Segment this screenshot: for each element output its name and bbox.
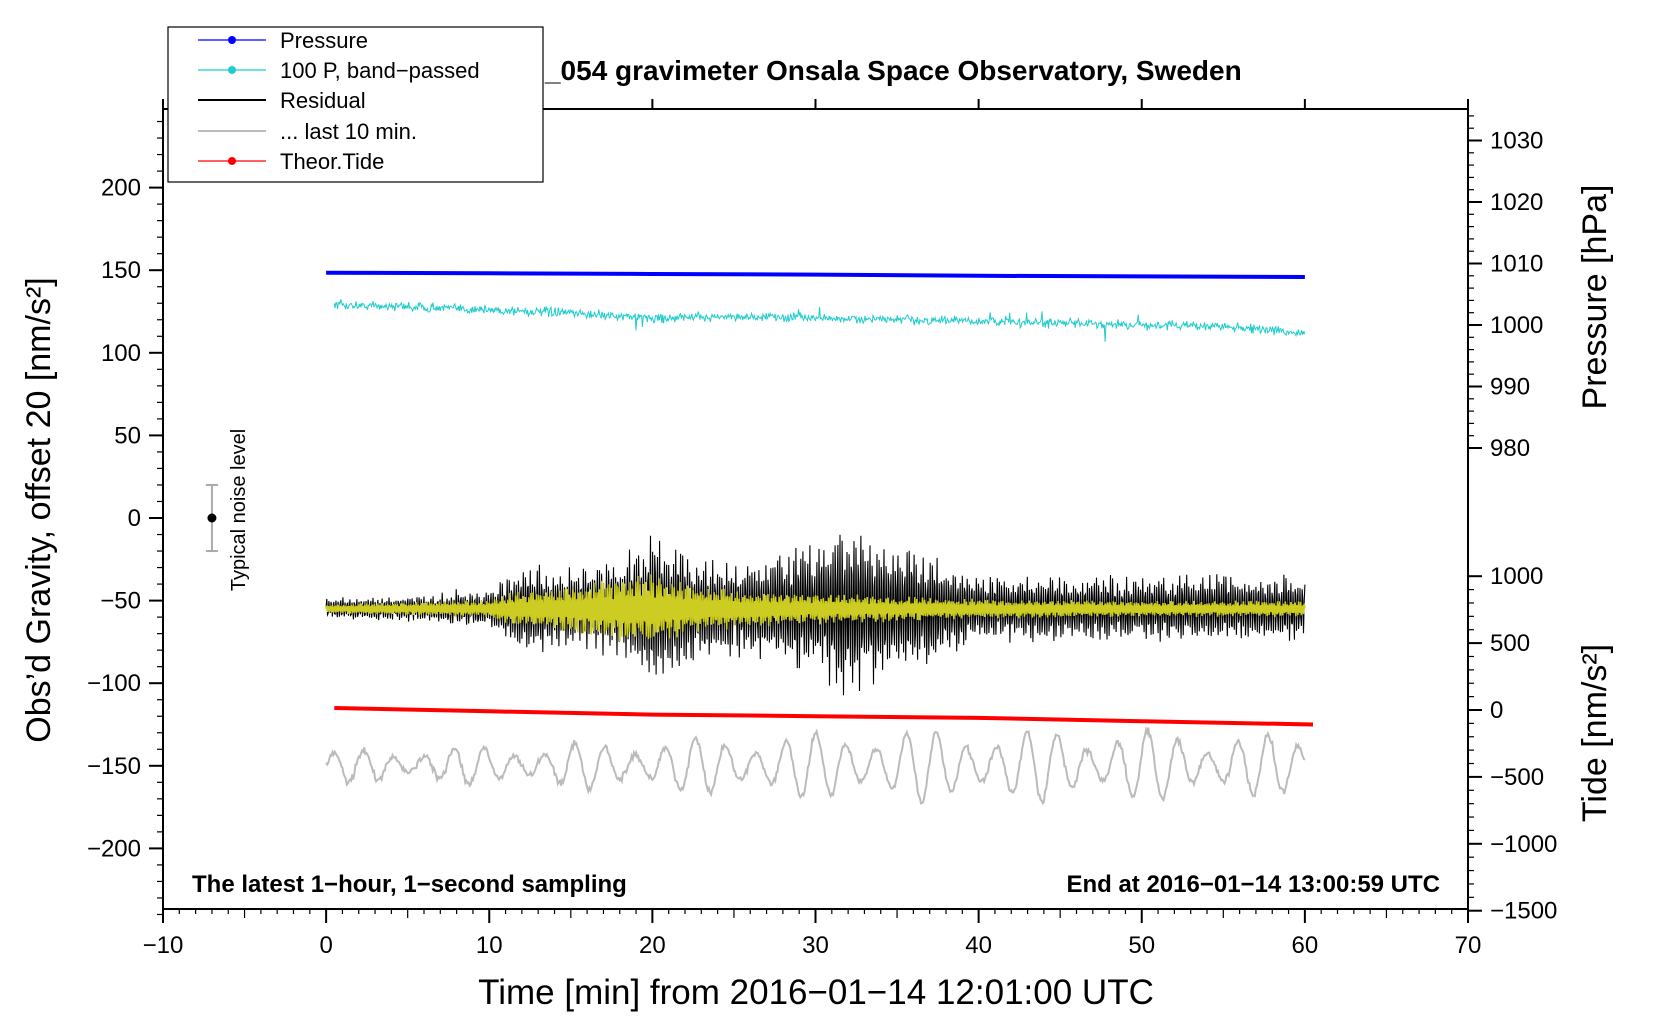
annotation-bottom-right: End at 2016−01−14 13:00:59 UTC: [1066, 871, 1440, 898]
tide-tick-label: 0: [1490, 697, 1503, 724]
legend: Pressure 100 P, band−passed Residual ...…: [167, 26, 544, 183]
y-left-tick-label: 50: [114, 422, 141, 449]
y-left-tick-label: −200: [87, 835, 141, 862]
tide-tick-label: −1500: [1490, 898, 1557, 925]
legend-marker-theor-tide: [228, 157, 236, 165]
y-left-tick-label: 150: [101, 257, 141, 284]
pressure-tick-label: 1020: [1490, 189, 1543, 216]
series-band-passed-line: [333, 299, 1306, 342]
legend-item-pressure: Pressure: [198, 28, 368, 53]
legend-item-residual: Residual: [198, 88, 366, 113]
noise-bar-center: [207, 513, 217, 523]
y-left-tick-label: 200: [101, 175, 141, 202]
y-left-tick-label: 0: [128, 505, 141, 532]
y-axis-label-left: Obs’d Gravity, offset 20 [nm/s²]: [20, 277, 58, 742]
x-tick-label: 40: [965, 932, 992, 959]
legend-marker-pressure: [228, 36, 236, 44]
annotation-bottom-left: The latest 1−hour, 1−second sampling: [192, 871, 627, 898]
plot-area: [205, 270, 1314, 806]
pressure-tick-label: 1010: [1490, 251, 1543, 278]
x-axis-label: Time [min] from 2016−01−14 12:01:00 UTC: [478, 973, 1154, 1012]
x-tick-label: 60: [1292, 932, 1319, 959]
legend-label-last-10-min: ... last 10 min.: [280, 119, 417, 144]
pressure-tick-label: 1030: [1490, 128, 1543, 155]
axes: −10 0 10 20 30 40 50 60 70200150100500−50−100−15…: [87, 99, 1557, 959]
x-tick-label: 10: [476, 932, 503, 959]
x-tick-label: 70: [1455, 932, 1482, 959]
x-tick-label: −10: [143, 932, 184, 959]
legend-item-last-10-min: ... last 10 min.: [198, 119, 417, 144]
tide-tick-label: −500: [1490, 764, 1544, 791]
tide-tick-label: 1000: [1490, 563, 1543, 590]
pressure-tick-label: 980: [1490, 435, 1530, 462]
pressure-tick-label: 990: [1490, 374, 1530, 401]
series-residual-filtered-line: [325, 574, 1306, 642]
y-left-tick-label: −50: [100, 588, 141, 615]
pressure-tick-label: 1000: [1490, 312, 1543, 339]
legend-item-theor-tide: Theor.Tide: [198, 149, 384, 174]
legend-box: [167, 26, 544, 183]
y-left-tick-label: 100: [101, 340, 141, 367]
legend-label-pressure: Pressure: [280, 28, 368, 53]
legend-label-residual: Residual: [280, 88, 366, 113]
y-left-tick-label: −150: [87, 753, 141, 780]
chart-title: SCG_054 gravimeter Onsala Space Observat…: [484, 55, 1241, 86]
x-tick-label: 20: [639, 932, 666, 959]
series-pressure-line: [326, 270, 1305, 279]
legend-label-band-passed: 100 P, band−passed: [280, 58, 480, 83]
x-tick-label: 30: [802, 932, 829, 959]
series-theor-tide-line: [334, 706, 1314, 727]
x-tick-label: 0: [319, 932, 332, 959]
x-tick-label: 50: [1128, 932, 1155, 959]
tide-tick-label: −1000: [1490, 831, 1557, 858]
y-axis-label-tide: Tide [nm/s²]: [1576, 644, 1614, 822]
legend-marker-band-passed: [228, 66, 236, 74]
y-left-tick-label: −100: [87, 670, 141, 697]
legend-label-theor-tide: Theor.Tide: [280, 149, 384, 174]
tide-tick-label: 500: [1490, 630, 1530, 657]
noise-level-label: Typical noise level: [228, 429, 250, 591]
y-axis-label-pressure: Pressure [hPa]: [1576, 185, 1614, 410]
series-last-10-min-line: [325, 725, 1306, 806]
legend-item-band-passed: 100 P, band−passed: [198, 58, 480, 83]
